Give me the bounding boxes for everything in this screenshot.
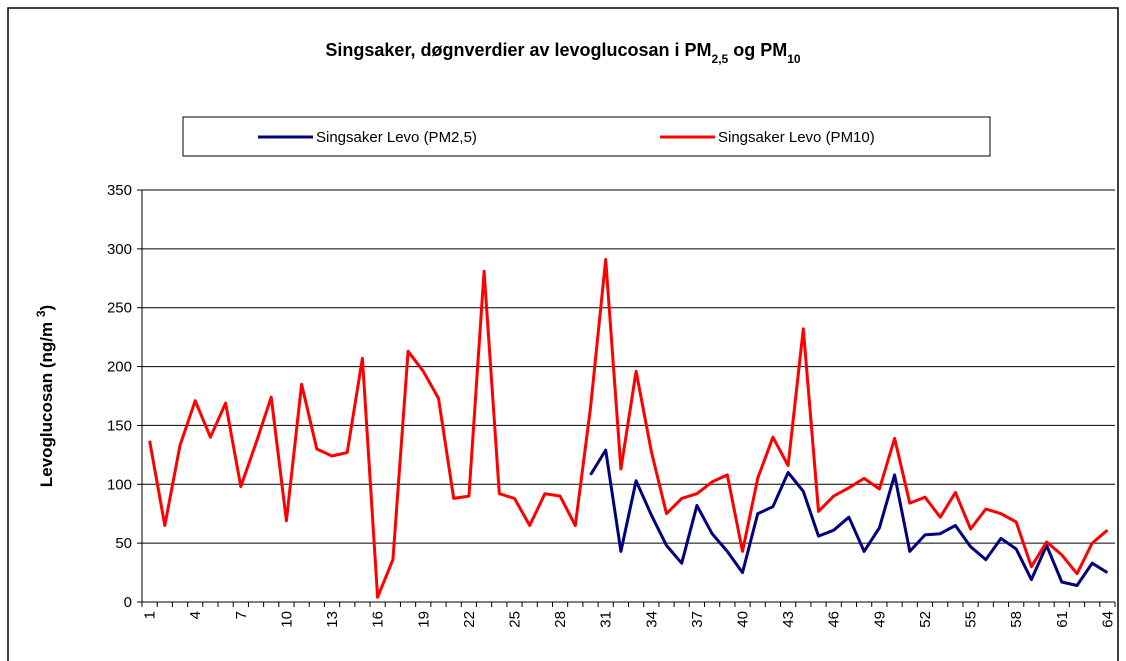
line — [148, 258, 1109, 599]
y-tick-label: 100 — [107, 476, 132, 493]
x-tick-label: 13 — [324, 611, 341, 628]
legend-label: Singsaker Levo (PM10) — [718, 129, 875, 146]
x-tick-label: 16 — [370, 611, 387, 628]
title-part: 2,5 — [712, 52, 729, 66]
ylabel-part: Levoglucosan (ng/m — [37, 317, 56, 487]
x-tick-label: 10 — [278, 611, 295, 628]
x-tick-label: 49 — [871, 611, 888, 628]
x-tick-label: 55 — [963, 611, 980, 628]
x-tick-label: 64 — [1099, 611, 1116, 628]
ylabel-part: 3 — [34, 310, 48, 317]
x-tick-label: 19 — [415, 611, 432, 628]
title-part: og PM — [728, 40, 787, 60]
y-tick-label: 350 — [107, 182, 132, 199]
y-tick-label: 0 — [124, 594, 132, 611]
ylabel-part: ) — [37, 305, 56, 311]
legend — [182, 116, 991, 157]
y-tick-label: 200 — [107, 359, 132, 376]
x-tick-label: 7 — [233, 611, 250, 619]
y-tick-label: 150 — [107, 417, 132, 434]
x-tick-label: 40 — [735, 611, 752, 628]
chart-title: Singsaker, døgnverdier av levoglucosan i… — [325, 40, 801, 66]
title-part: 10 — [787, 52, 801, 66]
x-tick-label: 52 — [917, 611, 934, 628]
chart-frame — [7, 7, 1119, 661]
x-tick-label: 4 — [187, 611, 204, 619]
line — [589, 448, 1109, 587]
x-tick-label: 28 — [552, 611, 569, 628]
x-tick-label: 43 — [780, 611, 797, 628]
x-tick-label: 31 — [598, 611, 615, 628]
x-tick-label: 37 — [689, 611, 706, 628]
y-axis-label: Levoglucosan (ng/m 3) — [34, 305, 56, 487]
y-tick-label: 50 — [115, 535, 132, 552]
x-tick-label: 22 — [461, 611, 478, 628]
y-tick-label: 250 — [107, 300, 132, 317]
x-tick-label: 58 — [1008, 611, 1025, 628]
x-tick-label: 25 — [506, 611, 523, 628]
x-tick-label: 34 — [643, 611, 660, 628]
title-part: Singsaker, døgnverdier av levoglucosan i… — [325, 40, 711, 60]
x-tick-label: 61 — [1054, 611, 1071, 628]
x-tick-label: 1 — [142, 611, 159, 619]
legend-label: Singsaker Levo (PM2,5) — [316, 129, 477, 146]
y-tick-label: 300 — [107, 241, 132, 258]
x-tick-label: 46 — [826, 611, 843, 628]
